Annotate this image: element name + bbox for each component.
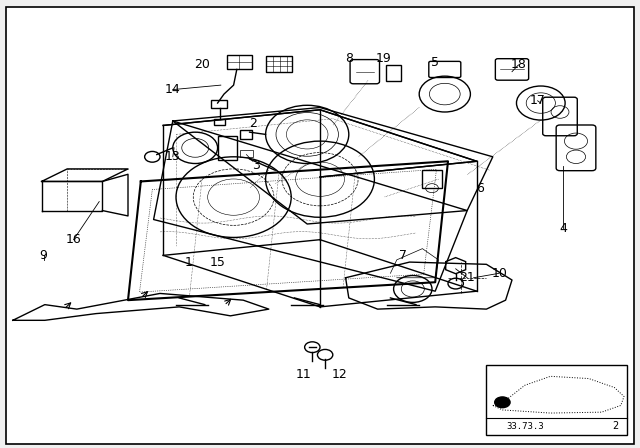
- Bar: [218, 136, 237, 160]
- Text: 20: 20: [194, 58, 209, 72]
- Text: 18: 18: [511, 58, 526, 72]
- Text: 17: 17: [530, 94, 545, 108]
- Circle shape: [495, 397, 510, 408]
- Text: 33.73.3: 33.73.3: [506, 422, 543, 431]
- Bar: [211, 100, 227, 108]
- Bar: [227, 55, 252, 69]
- Text: 15: 15: [210, 255, 225, 269]
- Text: 3: 3: [252, 159, 260, 172]
- Text: 5: 5: [431, 56, 439, 69]
- Bar: [266, 56, 292, 72]
- Text: 1: 1: [185, 255, 193, 269]
- Bar: [486, 365, 627, 435]
- Text: 12: 12: [332, 367, 347, 381]
- Bar: [240, 150, 253, 157]
- Bar: [386, 65, 401, 81]
- Bar: [214, 119, 225, 125]
- Text: 2: 2: [249, 116, 257, 130]
- Text: 2: 2: [612, 421, 619, 431]
- Bar: [422, 170, 442, 188]
- Text: 19: 19: [376, 52, 392, 65]
- Text: 6: 6: [476, 181, 484, 195]
- Bar: [240, 130, 252, 139]
- Text: 16: 16: [66, 233, 81, 246]
- Text: 7: 7: [399, 249, 407, 262]
- Text: 10: 10: [492, 267, 507, 280]
- Text: 21: 21: [460, 271, 475, 284]
- Text: 14: 14: [165, 83, 180, 96]
- Text: 4: 4: [559, 222, 567, 235]
- Text: 13: 13: [165, 150, 180, 164]
- Text: 11: 11: [296, 367, 312, 381]
- Text: 8: 8: [345, 52, 353, 65]
- Text: 9: 9: [40, 249, 47, 262]
